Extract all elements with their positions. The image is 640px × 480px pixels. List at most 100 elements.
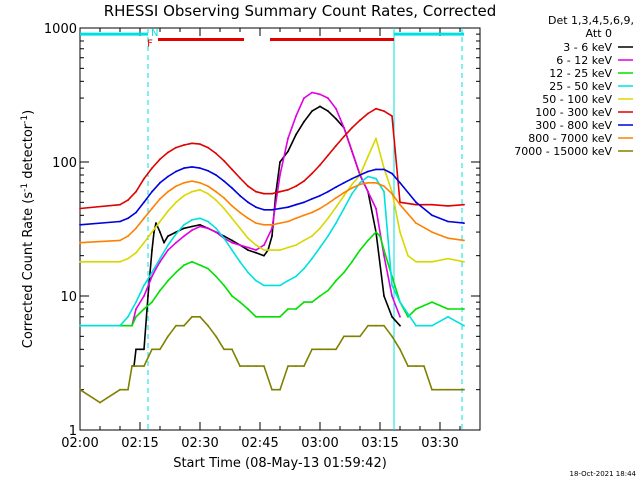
series-6-point <box>303 180 305 183</box>
series-9-point <box>391 335 393 338</box>
x-tick-label: 02:30 <box>181 436 218 451</box>
series-6-point <box>271 192 273 195</box>
series-4-point <box>359 181 361 184</box>
series-9-point <box>311 348 313 351</box>
series-6-point <box>151 167 153 170</box>
series-7-point <box>263 208 265 211</box>
series-8-point <box>287 220 289 223</box>
series-3-point <box>303 301 305 303</box>
series-2-point <box>279 174 281 176</box>
series-5-point <box>431 260 433 263</box>
series-3-point <box>351 260 353 263</box>
series-3-point <box>255 315 257 318</box>
x-axis-label: Start Time (08-May-13 01:59:42) <box>173 456 387 471</box>
series-2-point <box>143 295 145 297</box>
series-2-point <box>311 91 313 94</box>
series-3-point <box>447 308 449 310</box>
series-5-point <box>231 217 233 220</box>
series-4-point <box>375 177 377 180</box>
series-8-point <box>207 185 209 188</box>
legend-header-line1: Det 1,3,4,5,6,9, <box>548 14 634 27</box>
series-8-point <box>263 223 265 226</box>
series-7-point <box>175 170 177 173</box>
series-5-point <box>151 231 153 234</box>
series-6-point <box>383 110 385 112</box>
y-axis-label-sup2: -1 <box>20 115 30 124</box>
series-6-point <box>431 203 433 206</box>
series-8-point <box>231 205 233 207</box>
series-5-point <box>351 183 353 186</box>
series-9-point <box>199 315 201 318</box>
series-6-point <box>207 146 209 149</box>
series-3-point <box>151 301 153 303</box>
series-1-point <box>319 105 321 108</box>
series-8-point <box>383 185 385 188</box>
series-7-point <box>415 201 417 204</box>
series-6-point <box>175 146 177 149</box>
series-1-point <box>255 251 257 254</box>
series-3-point <box>279 315 281 318</box>
series-2-point <box>199 225 201 228</box>
series-7-point <box>135 211 137 214</box>
series-7-point <box>119 220 121 223</box>
series-4-point <box>247 271 249 274</box>
series-9-point <box>335 348 337 351</box>
series-4-point <box>399 301 401 303</box>
series-4-point <box>191 219 193 221</box>
series-3-point <box>359 249 361 252</box>
series-3-point <box>415 308 417 310</box>
series-8-point <box>255 222 257 225</box>
series-3-point <box>383 249 385 252</box>
series-6-point <box>159 158 161 161</box>
series-7-point <box>279 207 281 210</box>
series-3-point <box>319 295 321 297</box>
series-2-point <box>191 229 193 232</box>
series-1-point <box>247 249 249 252</box>
series-line-7 <box>79 166 465 226</box>
series-9-point <box>279 388 281 391</box>
series-1-point <box>147 295 149 297</box>
series-6-point <box>359 119 361 122</box>
series-5-point <box>383 167 385 170</box>
series-4-point <box>335 222 337 225</box>
series-5-point <box>263 249 265 252</box>
series-2-point <box>383 254 385 257</box>
series-9-point <box>295 365 297 367</box>
series-9-point <box>271 388 273 391</box>
series-5-point <box>343 194 345 197</box>
series-9-point <box>79 388 81 391</box>
series-5-point <box>215 199 217 202</box>
series-3-point <box>463 308 465 310</box>
series-9-point <box>431 388 433 391</box>
series-5-point <box>415 260 417 263</box>
series-7-point <box>287 206 289 209</box>
series-9-point <box>151 348 153 351</box>
series-8-point <box>351 187 353 189</box>
series-9-point <box>423 365 425 367</box>
series-4-point <box>207 220 209 223</box>
series-7-point <box>127 217 129 220</box>
series-8-point <box>175 185 177 188</box>
series-2-point <box>255 249 257 252</box>
series-1-point <box>163 241 165 244</box>
series-8-point <box>295 217 297 220</box>
series-9-point <box>231 348 233 351</box>
series-6-point <box>127 199 129 202</box>
series-2-point <box>343 126 345 129</box>
series-9-point <box>303 365 305 367</box>
series-6-point <box>199 143 201 146</box>
series-3-point <box>135 315 137 318</box>
series-6-point <box>295 185 297 188</box>
series-5-point <box>295 244 297 247</box>
series-7-point <box>271 208 273 211</box>
series-4-point <box>119 324 121 327</box>
series-4-point <box>287 279 289 282</box>
series-6-point <box>231 168 233 171</box>
series-4-point <box>311 257 313 260</box>
series-9-point <box>247 365 249 367</box>
series-9-point <box>359 335 361 338</box>
series-1-point <box>391 315 393 318</box>
series-5-point <box>207 192 209 195</box>
series-1-point <box>159 231 161 234</box>
